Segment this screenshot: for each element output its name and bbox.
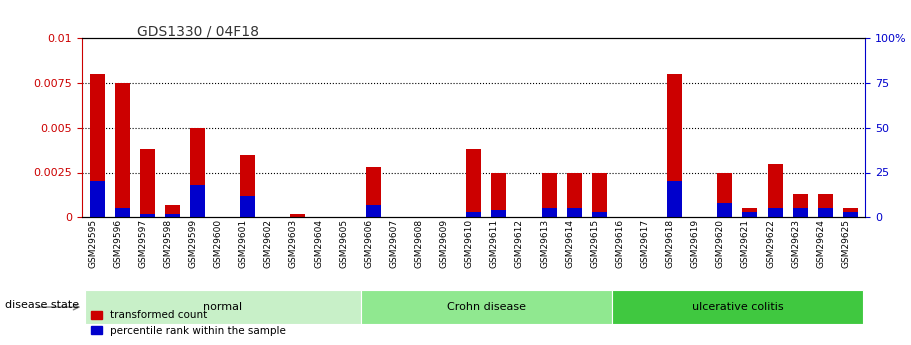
Bar (466, 212, 481, 217)
Bar (818, 208, 833, 217)
Bar (612, 290, 863, 324)
Bar (742, 208, 757, 217)
Bar (592, 172, 607, 217)
Bar (567, 172, 582, 217)
Bar (190, 185, 205, 217)
Bar (139, 214, 155, 217)
Bar (793, 194, 808, 217)
Bar (843, 212, 858, 217)
Bar (742, 212, 757, 217)
Bar (541, 208, 557, 217)
Bar (717, 203, 732, 217)
Text: GSM29602: GSM29602 (264, 219, 272, 268)
Bar (466, 149, 481, 217)
Text: GSM29607: GSM29607 (389, 219, 398, 268)
Text: GSM29608: GSM29608 (415, 219, 424, 268)
Bar (541, 172, 557, 217)
Text: GSM29596: GSM29596 (113, 219, 122, 268)
Text: Crohn disease: Crohn disease (446, 302, 526, 312)
Bar (667, 181, 682, 217)
Bar (365, 167, 381, 217)
Bar (365, 205, 381, 217)
Bar (491, 172, 507, 217)
Bar (793, 208, 808, 217)
Text: GSM29616: GSM29616 (616, 219, 624, 268)
Text: GSM29614: GSM29614 (565, 219, 574, 268)
Text: GSM29622: GSM29622 (766, 219, 775, 268)
Text: GSM29619: GSM29619 (691, 219, 700, 268)
Bar (241, 155, 255, 217)
Bar (491, 210, 507, 217)
Text: GSM29597: GSM29597 (138, 219, 148, 268)
Bar (139, 149, 155, 217)
Text: GSM29611: GSM29611 (490, 219, 499, 268)
Text: GSM29604: GSM29604 (314, 219, 323, 268)
Bar (767, 164, 783, 217)
Text: GSM29615: GSM29615 (590, 219, 599, 268)
Text: GSM29598: GSM29598 (163, 219, 172, 268)
Text: GSM29621: GSM29621 (741, 219, 750, 268)
Bar (89, 181, 105, 217)
Bar (115, 83, 129, 217)
Bar (85, 290, 361, 324)
Bar (717, 172, 732, 217)
Bar (843, 208, 858, 217)
Text: GSM29603: GSM29603 (289, 219, 298, 268)
Text: GSM29623: GSM29623 (791, 219, 800, 268)
Text: GSM29605: GSM29605 (339, 219, 348, 268)
Bar (89, 74, 105, 217)
Bar (165, 214, 179, 217)
Text: GSM29618: GSM29618 (666, 219, 675, 268)
Text: GSM29617: GSM29617 (640, 219, 650, 268)
Text: GSM29613: GSM29613 (540, 219, 549, 268)
Text: GSM29600: GSM29600 (213, 219, 222, 268)
Bar (165, 205, 179, 217)
Bar (767, 208, 783, 217)
Text: GSM29624: GSM29624 (816, 219, 825, 268)
Text: disease state: disease state (5, 300, 78, 310)
Text: ulcerative colitis: ulcerative colitis (691, 302, 783, 312)
Text: GSM29595: GSM29595 (88, 219, 97, 268)
Bar (818, 194, 833, 217)
Bar (115, 208, 129, 217)
Text: GDS1330 / 04F18: GDS1330 / 04F18 (137, 24, 259, 38)
Legend: transformed count, percentile rank within the sample: transformed count, percentile rank withi… (87, 306, 291, 340)
Bar (592, 212, 607, 217)
Text: GSM29610: GSM29610 (465, 219, 474, 268)
Bar (241, 196, 255, 217)
Text: GSM29612: GSM29612 (515, 219, 524, 268)
Text: GSM29620: GSM29620 (716, 219, 725, 268)
Bar (190, 128, 205, 217)
Bar (667, 74, 682, 217)
Text: GSM29625: GSM29625 (842, 219, 850, 268)
Bar (567, 208, 582, 217)
Bar (291, 214, 305, 217)
Bar (361, 290, 612, 324)
Text: GSM29609: GSM29609 (440, 219, 448, 268)
Text: normal: normal (203, 302, 242, 312)
Text: GSM29599: GSM29599 (189, 219, 198, 268)
Text: GSM29601: GSM29601 (239, 219, 248, 268)
Text: GSM29606: GSM29606 (364, 219, 374, 268)
